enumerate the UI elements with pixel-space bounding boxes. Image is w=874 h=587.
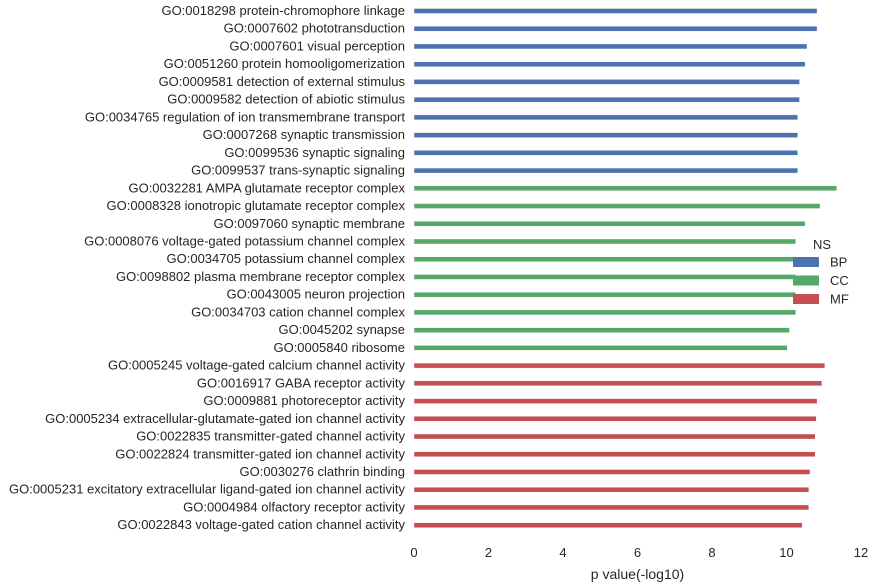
bar-bp [413, 96, 800, 103]
y-tick-label: GO:0045202 synapse [279, 322, 405, 337]
bar-mf [413, 469, 811, 475]
y-tick-label: GO:0022843 voltage-gated cation channel … [117, 517, 405, 532]
x-tick-label: 6 [634, 545, 641, 560]
y-tick-label: GO:0007268 synaptic transmission [203, 127, 405, 142]
legend-title: NS [813, 237, 831, 252]
bar-mf [413, 362, 826, 369]
y-tick-labels: GO:0018298 protein-chromophore linkage GO… [9, 3, 406, 532]
bar-cc [413, 291, 797, 298]
y-tick-label: GO:0034703 cation channel complex [191, 304, 405, 319]
bar-mf [413, 433, 816, 440]
y-tick-label: GO:0007602 phototransduction [224, 21, 405, 36]
y-tick-label: GO:0098802 plasma membrane receptor comp… [116, 269, 406, 284]
y-tick-label: GO:0016917 GABA receptor activity [197, 375, 406, 390]
bar-cc [413, 221, 806, 227]
bar-mf [413, 487, 810, 493]
legend-label-cc: CC [830, 273, 849, 288]
bar-bp [413, 114, 798, 121]
bar-mf [413, 398, 818, 404]
y-tick-label: GO:0030276 clathrin binding [239, 464, 405, 479]
legend-swatch-mf [793, 294, 819, 304]
x-tick-label: 0 [410, 545, 417, 560]
y-tick-label: GO:0009881 photoreceptor activity [203, 393, 405, 408]
y-tick-label: GO:0009582 detection of abiotic stimulus [167, 92, 405, 107]
bar-cc [413, 327, 790, 333]
y-tick-label: GO:0022824 transmitter-gated ion channel… [115, 446, 405, 461]
y-tick-label: GO:0007601 visual perception [229, 38, 405, 53]
bar-bp [413, 79, 800, 85]
y-tick-label: GO:0009581 detection of external stimulu… [159, 74, 406, 89]
legend-swatch-cc [793, 275, 819, 286]
bar-bp [413, 43, 808, 50]
bars-layer [413, 8, 837, 528]
bar-cc [413, 309, 797, 316]
bar-bp [413, 132, 798, 138]
bar-bp [413, 26, 818, 32]
y-tick-label: GO:0004984 olfactory receptor activity [183, 499, 405, 514]
bar-cc [413, 238, 797, 245]
legend: NS BP CC MF [793, 237, 849, 307]
y-tick-label: GO:0005231 excitatory extracellular liga… [9, 482, 406, 497]
x-tick-label: 10 [779, 545, 793, 560]
y-tick-label: GO:0099536 synaptic signaling [224, 145, 405, 160]
y-tick-label: GO:0005234 extracellular-glutamate-gated… [45, 411, 405, 426]
y-tick-label: GO:0043005 neuron projection [226, 287, 405, 302]
bar-mf [413, 380, 823, 387]
y-tick-label: GO:0034765 regulation of ion transmembra… [85, 109, 406, 124]
x-tick-label: 4 [559, 545, 566, 560]
y-tick-label: GO:0008328 ionotropic glutamate receptor… [107, 198, 406, 213]
bar-bp [413, 167, 798, 174]
x-tick-labels: 0 2 4 6 8 10 12 [410, 545, 868, 560]
bar-mf [413, 522, 803, 528]
x-tick-label: 2 [485, 545, 492, 560]
bar-mf [413, 416, 817, 422]
bar-bp [413, 61, 806, 67]
y-tick-label: GO:0034705 potassium channel complex [167, 251, 406, 266]
legend-label-bp: BP [830, 255, 847, 270]
legend-label-mf: MF [830, 292, 849, 307]
y-tick-label: GO:0005245 voltage-gated calcium channel… [108, 358, 406, 373]
y-tick-label: GO:0097060 synaptic membrane [214, 216, 406, 231]
y-tick-label: GO:0022835 transmitter-gated channel act… [136, 429, 405, 444]
x-tick-label: 12 [854, 545, 868, 560]
y-tick-label: GO:0032281 AMPA glutamate receptor compl… [128, 180, 405, 195]
bar-cc [413, 274, 797, 280]
bar-mf [413, 504, 810, 511]
bar-cc [413, 203, 821, 209]
y-tick-label: GO:0008076 voltage-gated potassium chann… [84, 233, 405, 248]
y-tick-label: GO:0051260 protein homooligomerization [164, 56, 405, 71]
x-tick-label: 8 [708, 545, 715, 560]
bar-bp [413, 150, 798, 156]
y-tick-label: GO:0005840 ribosome [273, 340, 405, 355]
bar-cc [413, 256, 797, 262]
y-tick-label: GO:0018298 protein-chromophore linkage [161, 3, 405, 18]
bar-cc [413, 185, 837, 192]
y-tick-label: GO:0099537 trans-synaptic signaling [191, 163, 405, 178]
bar-bp [413, 8, 818, 14]
bar-mf [413, 451, 816, 457]
legend-swatch-bp [793, 257, 819, 267]
x-axis-title: p value(-log10) [591, 566, 684, 582]
bar-cc [413, 345, 788, 351]
